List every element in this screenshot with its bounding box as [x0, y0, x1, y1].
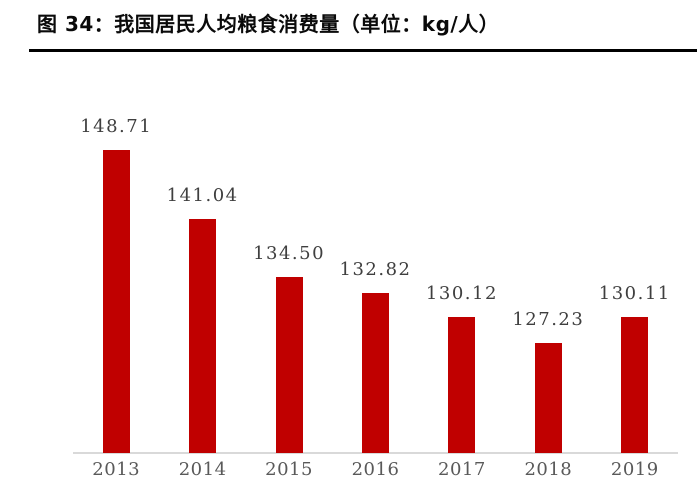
bar-value-label-2015: 134.50: [253, 243, 326, 264]
bar-2015: [275, 277, 303, 453]
x-axis-label-2017: 2017: [438, 459, 486, 480]
bar-2019: [621, 317, 649, 453]
bar-2013: [102, 150, 130, 453]
bar-value-label-2018: 127.23: [512, 309, 585, 330]
bar-2017: [448, 317, 476, 453]
x-axis-label-2013: 2013: [92, 459, 141, 480]
bar-2016: [362, 293, 389, 453]
bar-2018: [534, 343, 562, 453]
x-axis-label-2016: 2016: [351, 459, 400, 480]
title-divider-line: [29, 49, 697, 52]
bar-value-label-2014: 141.04: [166, 185, 239, 206]
bar-value-label-2013: 148.71: [80, 116, 153, 137]
x-axis-line: [73, 452, 678, 454]
x-axis-label-2015: 2015: [265, 459, 313, 480]
x-axis-label-2018: 2018: [524, 459, 573, 480]
bar-value-label-2016: 132.82: [339, 259, 412, 280]
x-axis-label-2019: 2019: [610, 459, 659, 480]
x-axis-label-2014: 2014: [178, 459, 227, 480]
chart-title: 图 34：我国居民人均粮食消费量（单位：kg/人）: [37, 12, 500, 36]
bar-2014: [189, 219, 217, 453]
bar-value-label-2019: 130.11: [598, 283, 671, 304]
bar-value-label-2017: 130.12: [425, 283, 498, 304]
